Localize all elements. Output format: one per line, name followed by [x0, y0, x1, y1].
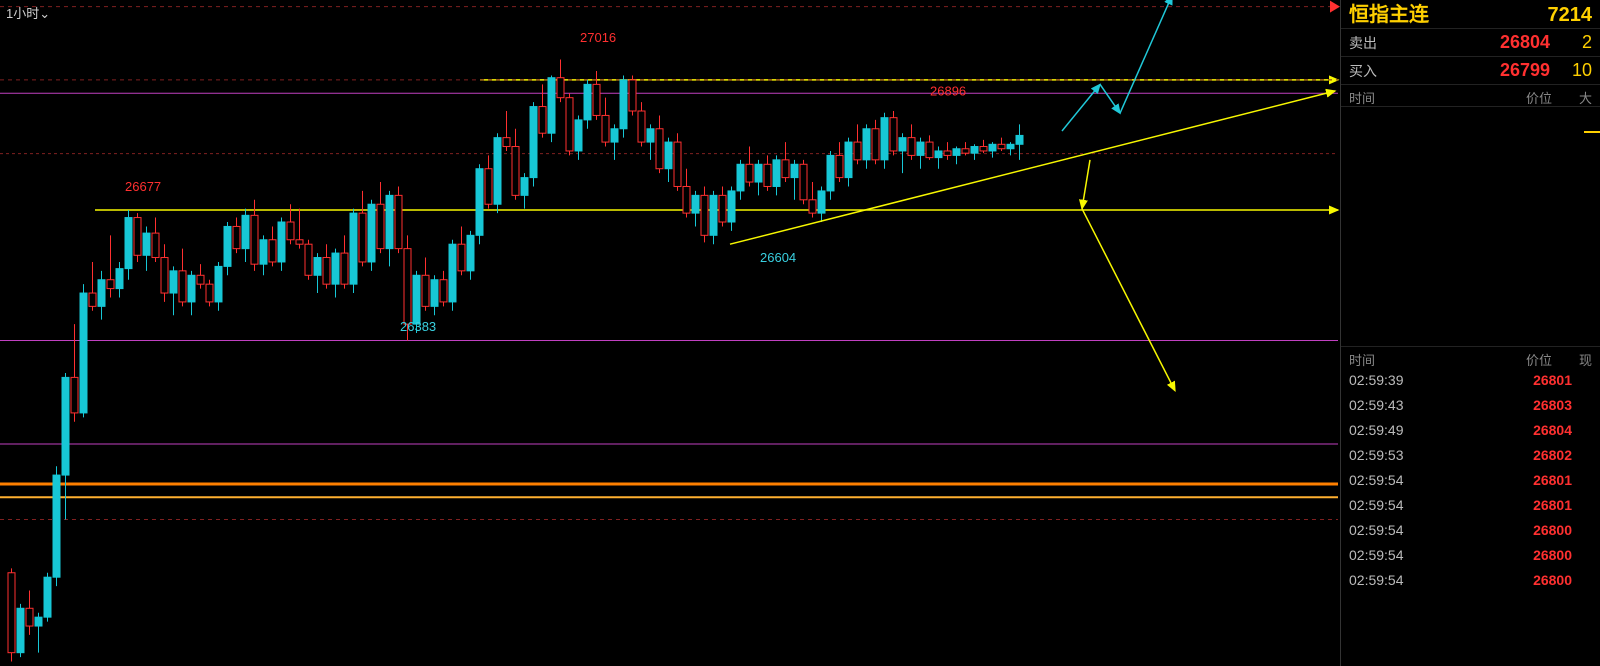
right-panel: 恒指主连 7214 卖出 26804 2 买入 26799 10 时间 价位 大… — [1340, 0, 1600, 666]
tick-header: 时间 价位 现 — [1341, 346, 1600, 368]
tick-time: 02:59:54 — [1349, 572, 1439, 589]
buy-price: 26799 — [1389, 60, 1550, 81]
price-axis-marker — [1584, 131, 1600, 133]
tick-price: 26801 — [1439, 497, 1592, 514]
tick-time: 02:59:54 — [1349, 547, 1439, 564]
tick-time: 02:59:39 — [1349, 372, 1439, 389]
order-h-time: 时间 — [1349, 88, 1439, 103]
tick-h-price: 价位 — [1439, 350, 1572, 365]
svg-text:27016: 27016 — [580, 30, 616, 45]
svg-text:26383: 26383 — [400, 319, 436, 334]
sell-label: 卖出 — [1349, 33, 1389, 53]
candlestick-chart: 26677 27016 26383 26604 26896 — [0, 0, 1340, 666]
tick-row: 02:59:5426800 — [1341, 568, 1600, 593]
order-header: 时间 价位 大 — [1341, 84, 1600, 106]
order-h-size: 大 — [1572, 88, 1592, 103]
tick-price: 26800 — [1439, 572, 1592, 589]
tick-price: 26802 — [1439, 447, 1592, 464]
buy-row[interactable]: 买入 26799 10 — [1341, 56, 1600, 84]
tick-price: 26800 — [1439, 547, 1592, 564]
tick-row: 02:59:4926804 — [1341, 418, 1600, 443]
tick-time: 02:59:43 — [1349, 397, 1439, 414]
svg-text:26677: 26677 — [125, 179, 161, 194]
timeframe-selector[interactable]: 1小时⌄ — [6, 3, 50, 22]
tick-row: 02:59:5426801 — [1341, 468, 1600, 493]
buy-qty: 10 — [1550, 60, 1592, 81]
tick-row: 02:59:3926801 — [1341, 368, 1600, 393]
order-empty-area — [1341, 106, 1600, 346]
svg-text:26896: 26896 — [930, 83, 966, 98]
tick-h-vol: 现 — [1572, 350, 1592, 365]
chart-area[interactable]: 26677 27016 26383 26604 26896 1小时⌄ — [0, 0, 1340, 666]
tick-time: 02:59:54 — [1349, 522, 1439, 539]
tick-row: 02:59:5426800 — [1341, 518, 1600, 543]
buy-label: 买入 — [1349, 61, 1389, 81]
tick-row: 02:59:5426801 — [1341, 493, 1600, 518]
tick-price: 26803 — [1439, 397, 1592, 414]
tick-price: 26801 — [1439, 472, 1592, 489]
tick-time: 02:59:54 — [1349, 497, 1439, 514]
tick-price: 26801 — [1439, 372, 1592, 389]
order-h-price: 价位 — [1439, 88, 1572, 103]
tick-row: 02:59:4326803 — [1341, 393, 1600, 418]
sell-qty: 2 — [1550, 32, 1592, 53]
tick-h-time: 时间 — [1349, 350, 1439, 365]
tick-row: 02:59:5326802 — [1341, 443, 1600, 468]
sell-row[interactable]: 卖出 26804 2 — [1341, 28, 1600, 56]
instrument-title: 恒指主连 7214 — [1341, 0, 1600, 28]
tick-price: 26800 — [1439, 522, 1592, 539]
tick-row: 02:59:5426800 — [1341, 543, 1600, 568]
tick-price: 26804 — [1439, 422, 1592, 439]
instrument-name: 恒指主连 — [1349, 2, 1429, 26]
tick-time: 02:59:49 — [1349, 422, 1439, 439]
sell-price: 26804 — [1389, 32, 1550, 53]
tick-list: 02:59:392680102:59:432680302:59:49268040… — [1341, 368, 1600, 593]
svg-text:26604: 26604 — [760, 250, 796, 265]
instrument-code: 7214 — [1548, 2, 1593, 26]
tick-time: 02:59:53 — [1349, 447, 1439, 464]
tick-time: 02:59:54 — [1349, 472, 1439, 489]
